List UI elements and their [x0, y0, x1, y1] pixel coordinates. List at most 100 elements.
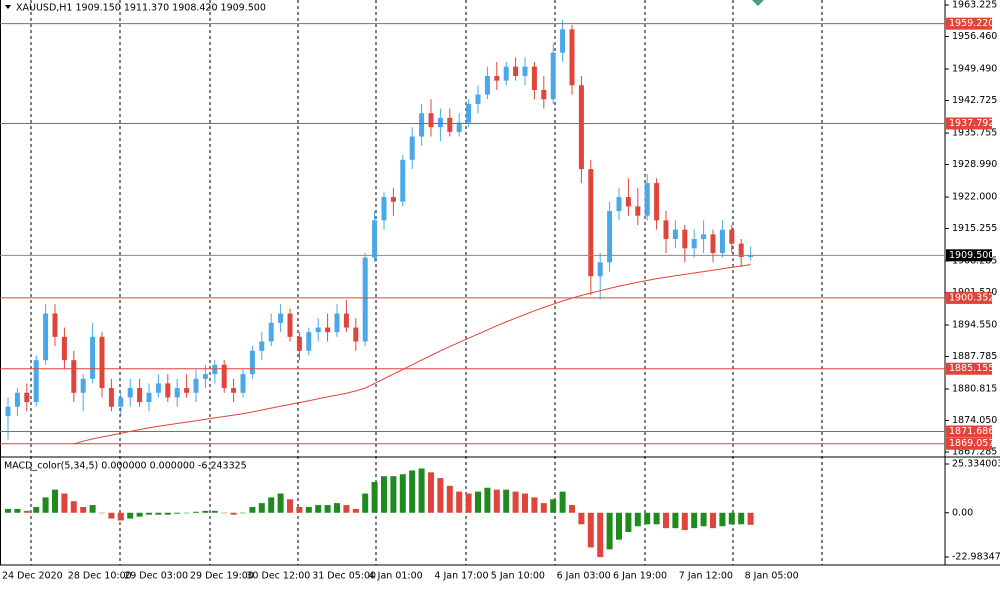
macd-bar: [522, 493, 528, 513]
macd-bar: [446, 485, 453, 513]
y-tick-label: 1935.755: [952, 127, 997, 138]
candle-body: [137, 388, 143, 403]
macd-bar: [221, 512, 228, 514]
candle-body: [691, 239, 697, 249]
candle-body: [419, 113, 425, 137]
macd-bar: [230, 512, 237, 515]
candle-body: [146, 392, 152, 403]
macd-bar: [258, 503, 265, 513]
macd-bar: [569, 505, 575, 513]
candle-body: [33, 360, 39, 403]
macd-bar: [475, 491, 481, 513]
macd-bar: [587, 512, 594, 548]
candle-body: [437, 117, 443, 128]
macd-bar: [352, 508, 359, 513]
candle-body: [710, 234, 716, 253]
candle-body: [625, 197, 631, 207]
level-label-box: [946, 117, 992, 130]
macd-bar: [5, 508, 11, 513]
macd-bar: [597, 512, 604, 558]
candle-body: [738, 243, 744, 257]
candle-body: [278, 313, 284, 323]
macd-bar: [710, 512, 716, 529]
macd-bar: [136, 512, 143, 517]
y-tick-label: 1874.050: [952, 415, 997, 426]
candle-body: [259, 341, 265, 351]
level-label-box: [946, 362, 992, 375]
candle-body: [560, 29, 566, 53]
moving-average: [73, 264, 751, 445]
candle-body: [503, 66, 509, 81]
candle-body: [428, 113, 434, 128]
candle-body: [466, 103, 472, 123]
candle-body: [231, 388, 237, 393]
macd-bar: [127, 512, 134, 519]
macd-bar: [456, 491, 463, 513]
macd-bar: [99, 512, 105, 514]
candle-body: [108, 388, 114, 407]
level-label: 1937.792: [949, 118, 994, 129]
candle-body: [663, 220, 669, 240]
candle-body: [165, 383, 171, 398]
y-tick-label: 1894.550: [952, 319, 997, 330]
macd-bar: [371, 481, 378, 513]
y-tick-label: 1956.460: [952, 31, 997, 42]
candle-body: [287, 313, 293, 337]
candle-body: [71, 360, 77, 393]
candle-body: [174, 388, 180, 398]
macd-bar: [409, 470, 416, 513]
chart-menu-arrow[interactable]: [5, 5, 11, 9]
macd-bar: [719, 512, 726, 527]
x-tick-label: 29 Dec 19:00: [190, 571, 254, 582]
y-tick-label: 1915.255: [952, 223, 997, 234]
macd-bar: [634, 512, 641, 527]
candle-body: [306, 332, 312, 351]
macd-bar: [362, 493, 369, 513]
macd-bar: [672, 512, 679, 529]
level-label: 1885.155: [949, 363, 994, 374]
macd-bar: [691, 512, 698, 529]
macd-bar: [390, 476, 397, 513]
macd-bar: [334, 503, 340, 513]
y-tick-label: 0.00: [952, 507, 973, 518]
candle-body: [268, 322, 274, 342]
macd-bar: [305, 506, 312, 513]
candle-body: [616, 197, 622, 212]
macd-bar: [700, 512, 707, 527]
macd-bar: [437, 478, 444, 513]
macd-bar: [550, 499, 557, 513]
candle-body: [729, 229, 735, 244]
macd-bar: [33, 506, 40, 513]
candle-body: [701, 234, 707, 240]
x-tick-label: 31 Dec 05:00: [312, 571, 376, 582]
macd-bar: [70, 501, 77, 513]
candle-body: [193, 378, 199, 393]
y-tick-label: 25.334003: [952, 458, 1000, 469]
macd-bar: [728, 512, 735, 525]
macd-bar: [738, 512, 745, 525]
candle-body: [597, 262, 603, 277]
x-tick-label: 6 Jan 19:00: [613, 571, 667, 582]
macd-bar: [146, 512, 152, 515]
level-label-box: [946, 425, 992, 438]
macd-bar: [42, 497, 49, 513]
macd-bar: [202, 510, 209, 513]
level-label: 1900.352: [949, 292, 994, 303]
candle-body: [127, 388, 133, 398]
candle-body: [541, 89, 547, 100]
candle-body: [719, 229, 725, 253]
candle-body: [400, 159, 406, 202]
current-price-label: 1909.500: [949, 250, 994, 261]
x-tick-label: 29 Dec 03:00: [124, 571, 188, 582]
macd-bar: [625, 512, 632, 533]
macd-bar: [465, 493, 472, 513]
shift-marker[interactable]: [752, 0, 764, 6]
x-tick-label: 5 Jan 10:00: [491, 571, 545, 582]
candle-body: [99, 336, 105, 389]
macd-bar: [503, 489, 510, 513]
candle-body: [390, 197, 396, 202]
macd-bar: [89, 505, 96, 513]
candle-body: [334, 313, 340, 333]
macd-bar: [616, 512, 622, 540]
candle-body: [325, 327, 331, 333]
